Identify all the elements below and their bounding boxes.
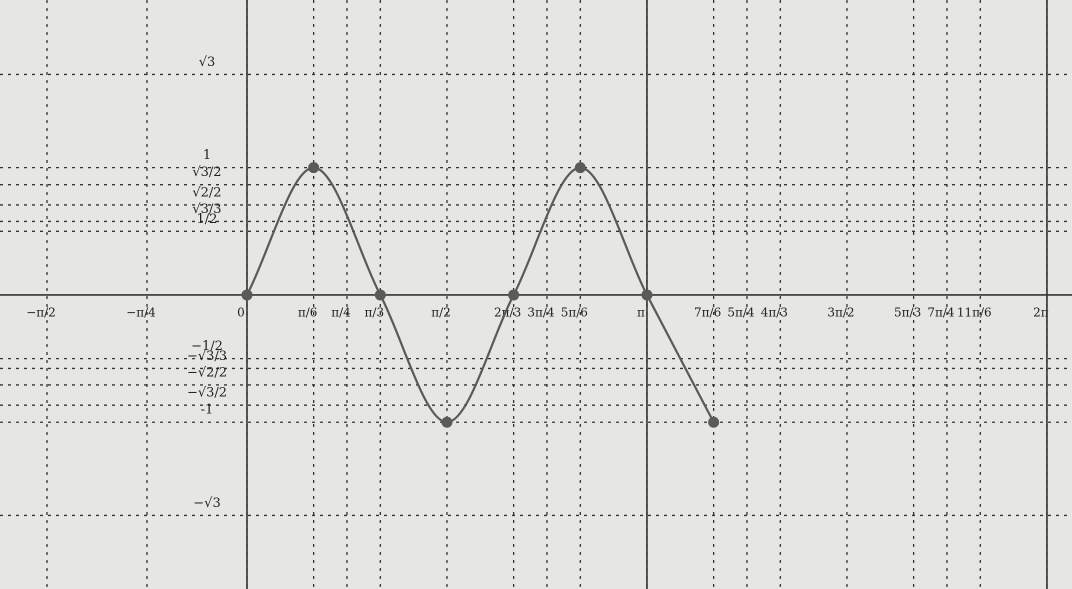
x-tick-label: π/4 xyxy=(331,305,351,319)
point xyxy=(641,289,653,301)
y-tick-label: −1/2 xyxy=(191,339,223,354)
x-tick-label: 0 xyxy=(237,305,245,319)
y-tick-label: 1/2 xyxy=(197,212,218,227)
y-tick-label: √3/2 xyxy=(192,165,221,180)
x-tick-label: 3π/2 xyxy=(827,305,854,319)
x-tick-label: −π/2 xyxy=(26,305,56,319)
y-tick-label: √2/2 xyxy=(192,185,221,200)
y-tick-label: −√3 xyxy=(193,496,220,511)
x-tick-label: 5π/4 xyxy=(727,305,755,319)
x-tick-label: 7π/4 xyxy=(927,305,955,319)
y-tick-label: −√2/2 xyxy=(187,365,227,380)
x-tick-label: 5π/6 xyxy=(561,305,588,319)
y-tick-label: 1 xyxy=(203,148,211,163)
point xyxy=(441,416,453,428)
x-tick-label: 2π/3 xyxy=(494,305,521,319)
x-tick-label: π xyxy=(637,305,645,319)
curve xyxy=(246,166,715,424)
point xyxy=(374,289,386,301)
x-tick-label: 5π/3 xyxy=(894,305,921,319)
x-tick-label: 7π/6 xyxy=(694,305,721,319)
x-tick-label: 3π/4 xyxy=(527,305,555,319)
point xyxy=(308,162,320,174)
point xyxy=(574,162,586,174)
x-tick-label: 2π xyxy=(1033,305,1049,319)
x-tick-label: 4π/3 xyxy=(761,305,788,319)
y-tick-label: −√3/3 xyxy=(187,349,227,364)
x-tick-label: −π/4 xyxy=(126,305,156,319)
y-tick-label: √3 xyxy=(199,55,216,70)
x-tick-label: π/3 xyxy=(365,305,385,319)
point xyxy=(241,289,253,301)
y-tick-label: √3/3 xyxy=(192,202,221,217)
x-tick-label: π/6 xyxy=(298,305,318,319)
x-tick-label: π/2 xyxy=(431,305,451,319)
point xyxy=(708,416,720,428)
point xyxy=(508,289,520,301)
y-tick-label: -1 xyxy=(201,403,214,418)
y-tick-label: −√3/2 xyxy=(187,386,227,401)
x-tick-label: 11π/6 xyxy=(957,305,992,319)
